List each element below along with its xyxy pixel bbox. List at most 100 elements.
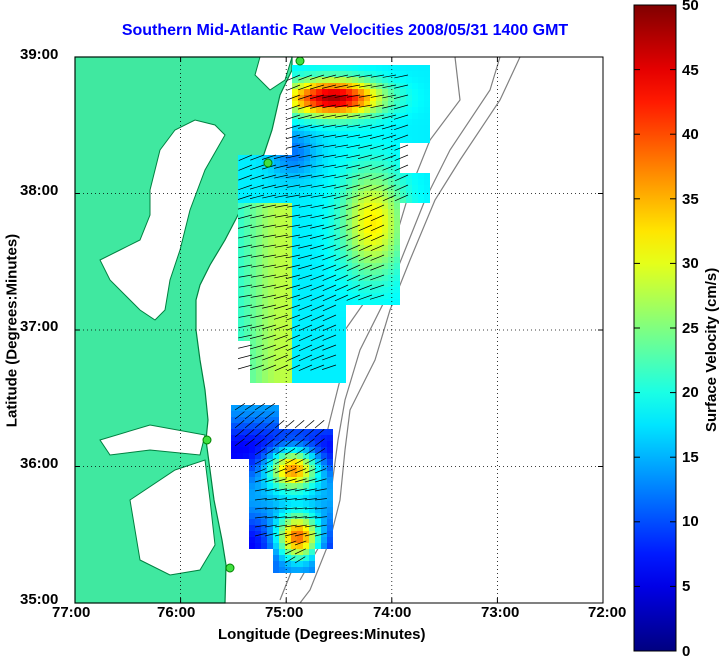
velocity-cell (327, 471, 333, 477)
velocity-arrow (358, 184, 373, 191)
velocity-cell (280, 287, 286, 293)
velocity-cell (273, 447, 279, 453)
velocity-cell (255, 471, 261, 477)
velocity-cell (268, 215, 274, 221)
velocity-cell (304, 137, 310, 143)
velocity-cell (394, 137, 400, 143)
velocity-cell (268, 221, 274, 227)
velocity-cell (310, 191, 316, 197)
velocity-cell (358, 113, 364, 119)
velocity-arrow (250, 284, 265, 288)
velocity-cell (352, 209, 358, 215)
velocity-cell (304, 83, 310, 89)
velocity-cell (309, 501, 315, 507)
velocity-arrow (334, 164, 349, 169)
velocity-arrow (261, 324, 277, 330)
velocity-cell (316, 77, 322, 83)
velocity-arrow (334, 294, 349, 302)
velocity-cell (262, 377, 268, 383)
velocity-cell (328, 191, 334, 197)
velocity-cell (327, 519, 333, 525)
velocity-cell (322, 107, 328, 113)
velocity-cell (256, 299, 262, 305)
velocity-cell (418, 89, 424, 95)
velocity-cell (334, 227, 340, 233)
velocity-arrow (334, 234, 349, 241)
velocity-cell (309, 543, 315, 549)
velocity-cell (274, 341, 280, 347)
velocity-cell (255, 417, 261, 423)
velocity-cell (303, 471, 309, 477)
velocity-cell (309, 471, 315, 477)
velocity-cell (291, 501, 297, 507)
velocity-cell (340, 323, 346, 329)
velocity-arrow (310, 144, 325, 148)
velocity-cell (376, 269, 382, 275)
velocity-cell (364, 161, 370, 167)
velocity-cell (274, 185, 280, 191)
velocity-arrow (322, 134, 337, 138)
velocity-cell (292, 137, 298, 143)
velocity-cell (370, 149, 376, 155)
velocity-cell (274, 257, 280, 263)
velocity-cell (310, 293, 316, 299)
velocity-cell (424, 89, 430, 95)
velocity-cell (292, 197, 298, 203)
velocity-cell (309, 525, 315, 531)
y-tick-label: 36:00 (20, 455, 59, 472)
velocity-cell (261, 501, 267, 507)
velocity-cell (238, 329, 244, 335)
velocity-cell (286, 155, 292, 161)
velocity-arrow (284, 478, 297, 483)
velocity-arrow (357, 174, 373, 180)
velocity-cell (231, 423, 237, 429)
velocity-cell (364, 71, 370, 77)
velocity-cell (237, 423, 243, 429)
velocity-arrow (357, 164, 373, 170)
velocity-cell (297, 519, 303, 525)
velocity-arrow (284, 540, 297, 546)
velocity-arrow (310, 294, 325, 301)
velocity-cell (268, 227, 274, 233)
velocity-cell (400, 107, 406, 113)
velocity-cell (279, 519, 285, 525)
velocity-cell (315, 453, 321, 459)
velocity-arrow (346, 224, 361, 231)
velocity-cell (280, 209, 286, 215)
velocity-arrow (322, 244, 337, 251)
velocity-arrow (304, 438, 315, 447)
velocity-cell (352, 239, 358, 245)
velocity-cell (364, 239, 370, 245)
velocity-arrow (234, 429, 245, 438)
velocity-cell (400, 179, 406, 185)
velocity-cell (262, 155, 268, 161)
velocity-cell (394, 221, 400, 227)
velocity-cell (286, 227, 292, 233)
velocity-cell (327, 477, 333, 483)
velocity-cell (394, 233, 400, 239)
velocity-cell (238, 281, 244, 287)
velocity-cell (334, 335, 340, 341)
velocity-cell (310, 101, 316, 107)
velocity-cell (250, 299, 256, 305)
velocity-cell (279, 525, 285, 531)
velocity-cell (244, 317, 250, 323)
velocity-cell (346, 161, 352, 167)
velocity-cell (280, 377, 286, 383)
velocity-cell (352, 299, 358, 305)
velocity-cell (267, 507, 273, 513)
velocity-cell (297, 501, 303, 507)
velocity-arrow (382, 164, 397, 171)
velocity-arrow (237, 214, 253, 220)
velocity-cell (280, 221, 286, 227)
velocity-cell (273, 477, 279, 483)
velocity-cell (322, 239, 328, 245)
velocity-arrow (381, 114, 397, 119)
velocity-arrow (262, 224, 277, 228)
velocity-arrow (238, 184, 253, 191)
velocity-arrow (298, 74, 313, 81)
velocity-arrow (370, 244, 385, 251)
velocity-cell (304, 149, 310, 155)
velocity-arrow (310, 364, 325, 371)
velocity-cell (322, 179, 328, 185)
